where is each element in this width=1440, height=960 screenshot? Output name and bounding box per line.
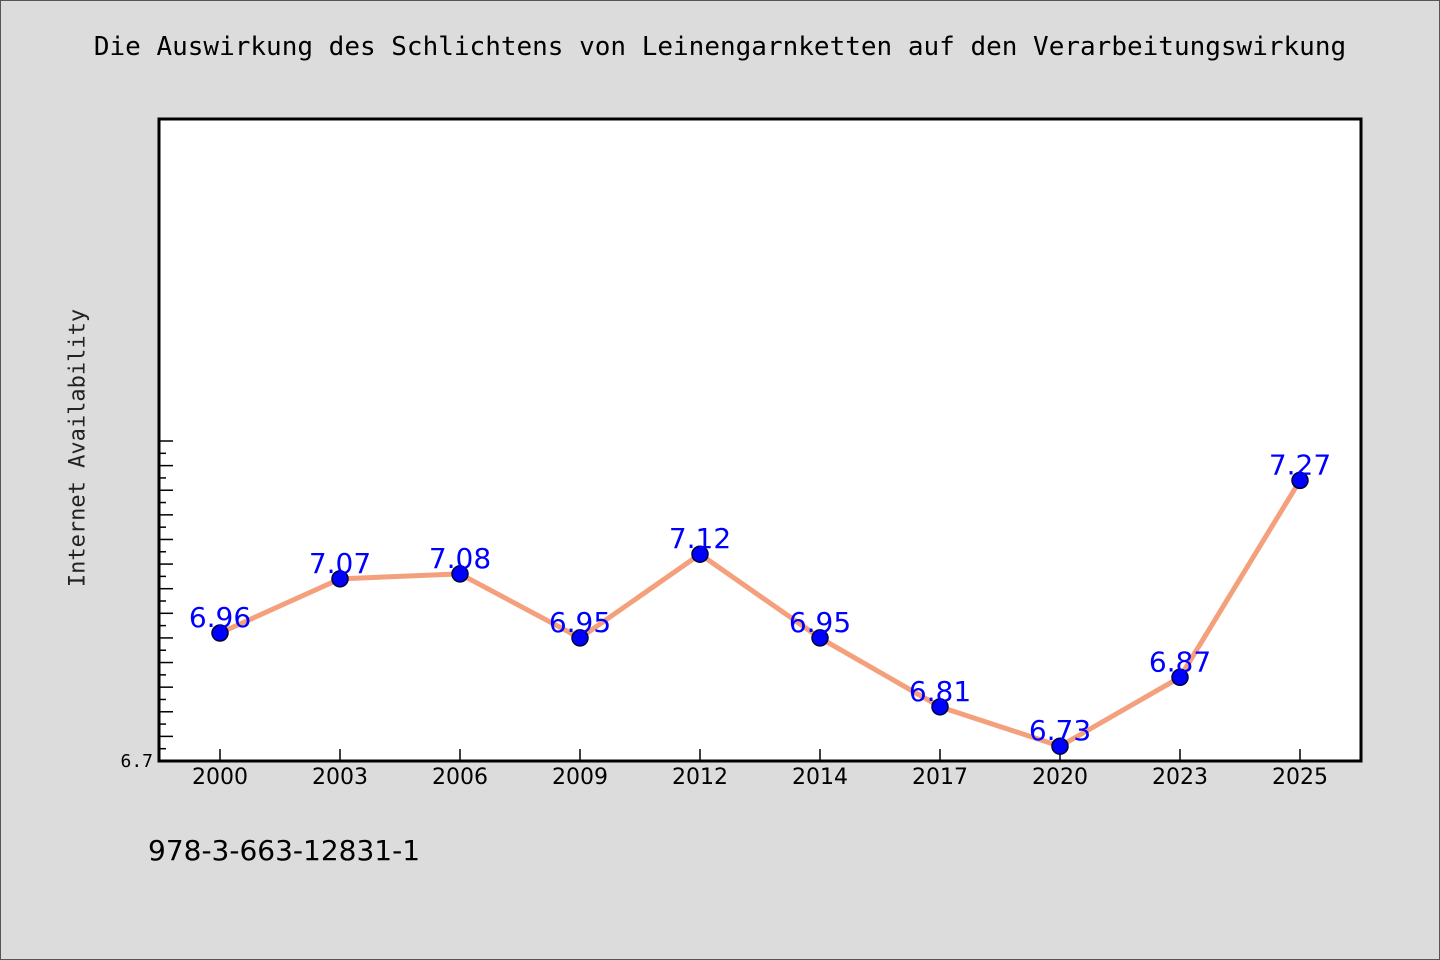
data-point [691,545,709,563]
data-labels: 6.96 7.07 7.08 6.95 7.12 6.95 6.81 6.73 6.87 7.27 [189,448,1331,747]
data-point [1291,471,1309,490]
x-tick-label: 2009 [552,765,608,790]
series-line [217,477,1303,749]
data-label: 6.87 [1149,645,1211,678]
footnote-isbn: 978-3-663-12831-1 [148,834,421,867]
data-point [331,570,349,588]
data-label: 6.95 [549,606,611,639]
y-axis-ticks: 6.7 [120,440,173,772]
plot-area [157,117,1363,763]
data-label: 6.96 [189,601,251,634]
data-point [451,565,469,583]
x-tick-label: 2023 [1152,765,1208,790]
series-line-group [217,477,1303,749]
x-tick-label: 2000 [192,765,248,790]
data-point [1051,737,1069,755]
y-tick-label: 6.7 [120,751,153,772]
data-point [1171,668,1189,687]
x-axis-ticks: 2000 2003 2006 2009 2012 2014 2017 2020 2023 2025 [192,749,1328,790]
x-tick-label: 2003 [312,765,368,790]
data-label: 7.08 [429,542,491,575]
data-point [811,629,829,647]
data-label: 7.12 [669,522,731,555]
x-tick-label: 2012 [672,765,728,790]
x-tick-label: 2020 [1032,765,1088,790]
data-label: 7.27 [1269,448,1331,481]
data-point [211,624,229,642]
data-label: 6.95 [789,606,851,639]
x-tick-label: 2025 [1272,765,1328,790]
chart-title: Die Auswirkung des Schlichtens von Leine… [93,32,1347,62]
data-markers [211,471,1309,755]
x-tick-label: 2006 [432,765,488,790]
x-tick-label: 2017 [912,765,968,790]
data-label: 6.81 [909,675,971,708]
data-label: 7.07 [309,547,371,580]
x-tick-label: 2014 [792,765,848,790]
data-point [571,629,589,647]
data-label: 6.73 [1029,714,1091,747]
data-point [931,698,949,716]
